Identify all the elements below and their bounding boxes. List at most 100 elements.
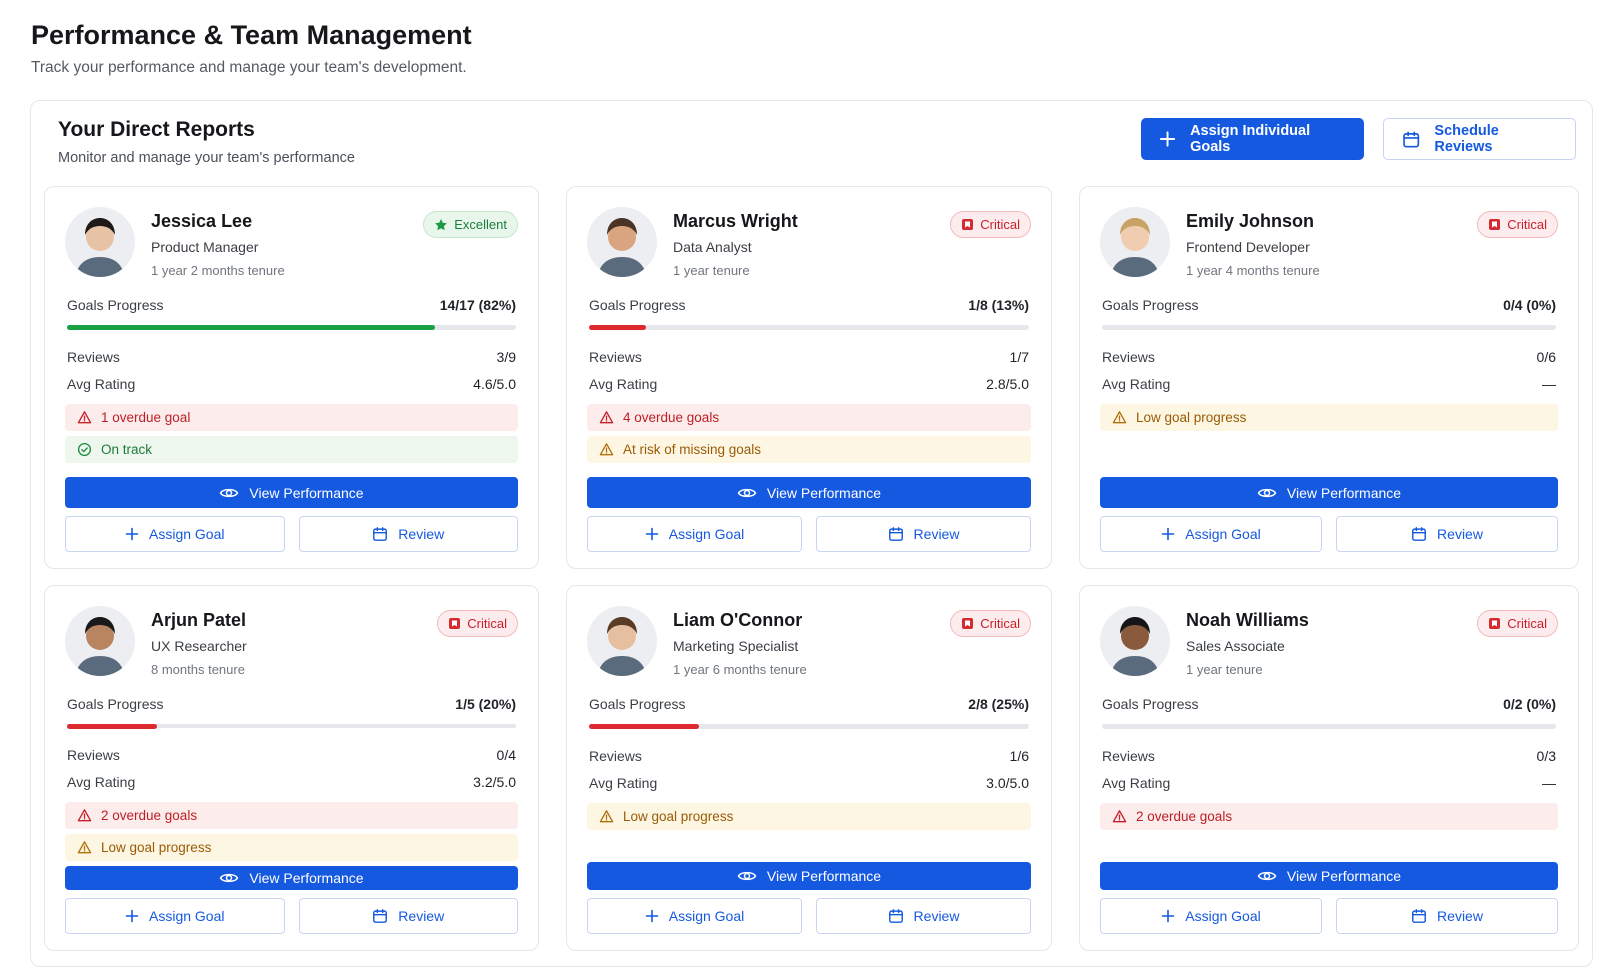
goals-label: Goals Progress [1102,696,1199,712]
page-title: Performance & Team Management [31,20,472,50]
card-header: Liam O'Connor Marketing Specialist 1 year … [587,606,1031,677]
view-performance-button[interactable]: View Performance [65,477,518,508]
view-performance-button[interactable]: View Performance [587,862,1031,890]
report-info: Liam O'Connor Marketing Specialist 1 year … [673,606,807,677]
avatar [587,207,657,277]
reviews-label: Reviews [1102,747,1155,764]
goals-row: Goals Progress 2/8 (25%) [587,696,1031,712]
goals-row: Goals Progress 14/17 (82%) [65,297,518,313]
status-badge: Critical [437,610,518,637]
plus-icon-svg [1161,527,1175,541]
calendar-icon [1411,526,1427,542]
button-label: View Performance [766,484,882,501]
review-button[interactable]: Review [816,898,1031,934]
assign-goal-button[interactable]: Assign Goal [1100,898,1322,934]
status-label: Excellent [454,217,507,232]
alert-icon [1112,410,1127,425]
assign-goals-button[interactable]: Assign Individual Goals [1141,118,1364,160]
reviews-value: 1/7 [1009,349,1029,365]
alert-text: 4 overdue goals [623,410,720,425]
alert-icon-svg [599,443,614,456]
rating-label: Avg Rating [67,773,136,790]
button-label: Review [913,908,960,924]
button-label: Assign Individual Goals [1190,123,1311,155]
avatar-image [1100,207,1170,277]
assign-goal-button[interactable]: Assign Goal [587,898,802,934]
page-header: Performance & Team Management Track your… [31,20,472,77]
button-label: Review [1437,526,1483,542]
calendar-icon [888,526,904,542]
eye-icon-svg [1257,871,1277,881]
report-role: Marketing Specialist [673,638,799,654]
card-actions: Assign Goal Review [587,516,1031,552]
status-badge: Critical [1477,211,1558,238]
assign-goal-button[interactable]: Assign Goal [1100,516,1322,552]
review-button[interactable]: Review [816,516,1031,552]
reviews-label: Reviews [67,746,120,763]
rating-value: — [1542,376,1556,392]
alert-text: At risk of missing goals [623,442,762,457]
report-tenure: 1 year tenure [1186,662,1263,677]
reviews-value: 0/4 [496,746,516,763]
calendar-icon-svg [888,909,903,923]
goals-label: Goals Progress [67,297,164,313]
view-performance-button[interactable]: View Performance [1100,477,1558,508]
rating-value: 4.6/5.0 [473,376,516,392]
assign-goal-button[interactable]: Assign Goal [65,898,285,934]
status-icon [1488,617,1501,630]
view-performance-button[interactable]: View Performance [1100,862,1558,890]
reviews-label: Reviews [589,349,642,365]
report-role: Frontend Developer [1186,239,1310,255]
alert-text: 2 overdue goals [1136,808,1233,824]
progress-fill [589,325,647,330]
report-name: Arjun Patel [151,610,247,630]
review-button[interactable]: Review [1336,898,1558,934]
plus-icon-svg [1161,909,1175,923]
review-button[interactable]: Review [298,898,518,934]
alert-icon-svg [77,411,92,424]
goals-value: 1/5 (20%) [455,696,516,712]
report-grid: Jessica Lee Product Manager 1 year 2 month… [44,186,1579,951]
progress-track [589,724,1029,729]
plus-icon-svg [125,909,139,923]
assign-goal-button[interactable]: Assign Goal [587,516,802,552]
calendar-icon-svg [888,527,903,541]
card-actions: Assign Goal Review [1100,516,1558,552]
view-performance-button[interactable]: View Performance [587,477,1031,508]
view-performance-button[interactable]: View Performance [65,865,518,890]
rating-row: Avg Rating 4.6/5.0 [65,376,518,392]
alert: 2 overdue goals [65,801,518,829]
avatar [587,606,657,676]
page-subtitle: Track your performance and manage your t… [31,59,467,76]
plus-icon-svg [125,527,139,541]
reviews-row: Reviews 3/9 [65,349,518,365]
button-label: Assign Goal [668,526,745,542]
alert-text: On track [101,442,153,457]
alerts: 4 overdue goals At risk of missing goals [587,404,1031,470]
alert-text: Low goal progress [623,808,734,824]
plus-icon [125,909,139,923]
assign-goal-button[interactable]: Assign Goal [65,516,285,552]
eye-icon-svg [1257,488,1277,497]
report-card: Emily Johnson Frontend Developer 1 year 4 … [1079,186,1579,569]
alert-text: Low goal progress [101,839,212,855]
progress-fill [67,724,157,729]
button-label: Assign Goal [149,526,225,542]
avatar-image [587,207,657,277]
plus-icon [1159,131,1176,147]
review-button[interactable]: Review [1336,516,1558,552]
status-badge: Critical [1477,610,1558,637]
alert: On track [65,436,518,463]
calendar-icon-svg [373,909,388,923]
status-badge: Critical [950,211,1031,238]
reviews-value: 3/9 [496,349,516,365]
schedule-reviews-button[interactable]: Schedule Reviews [1383,118,1576,160]
rating-label: Avg Rating [1102,376,1171,392]
review-button[interactable]: Review [298,516,518,552]
rating-value: 3.2/5.0 [473,773,516,790]
alert: 2 overdue goals [1100,802,1558,830]
alert-icon-svg [599,411,614,424]
eye-icon [1257,486,1277,500]
eye-icon-svg [220,873,239,883]
